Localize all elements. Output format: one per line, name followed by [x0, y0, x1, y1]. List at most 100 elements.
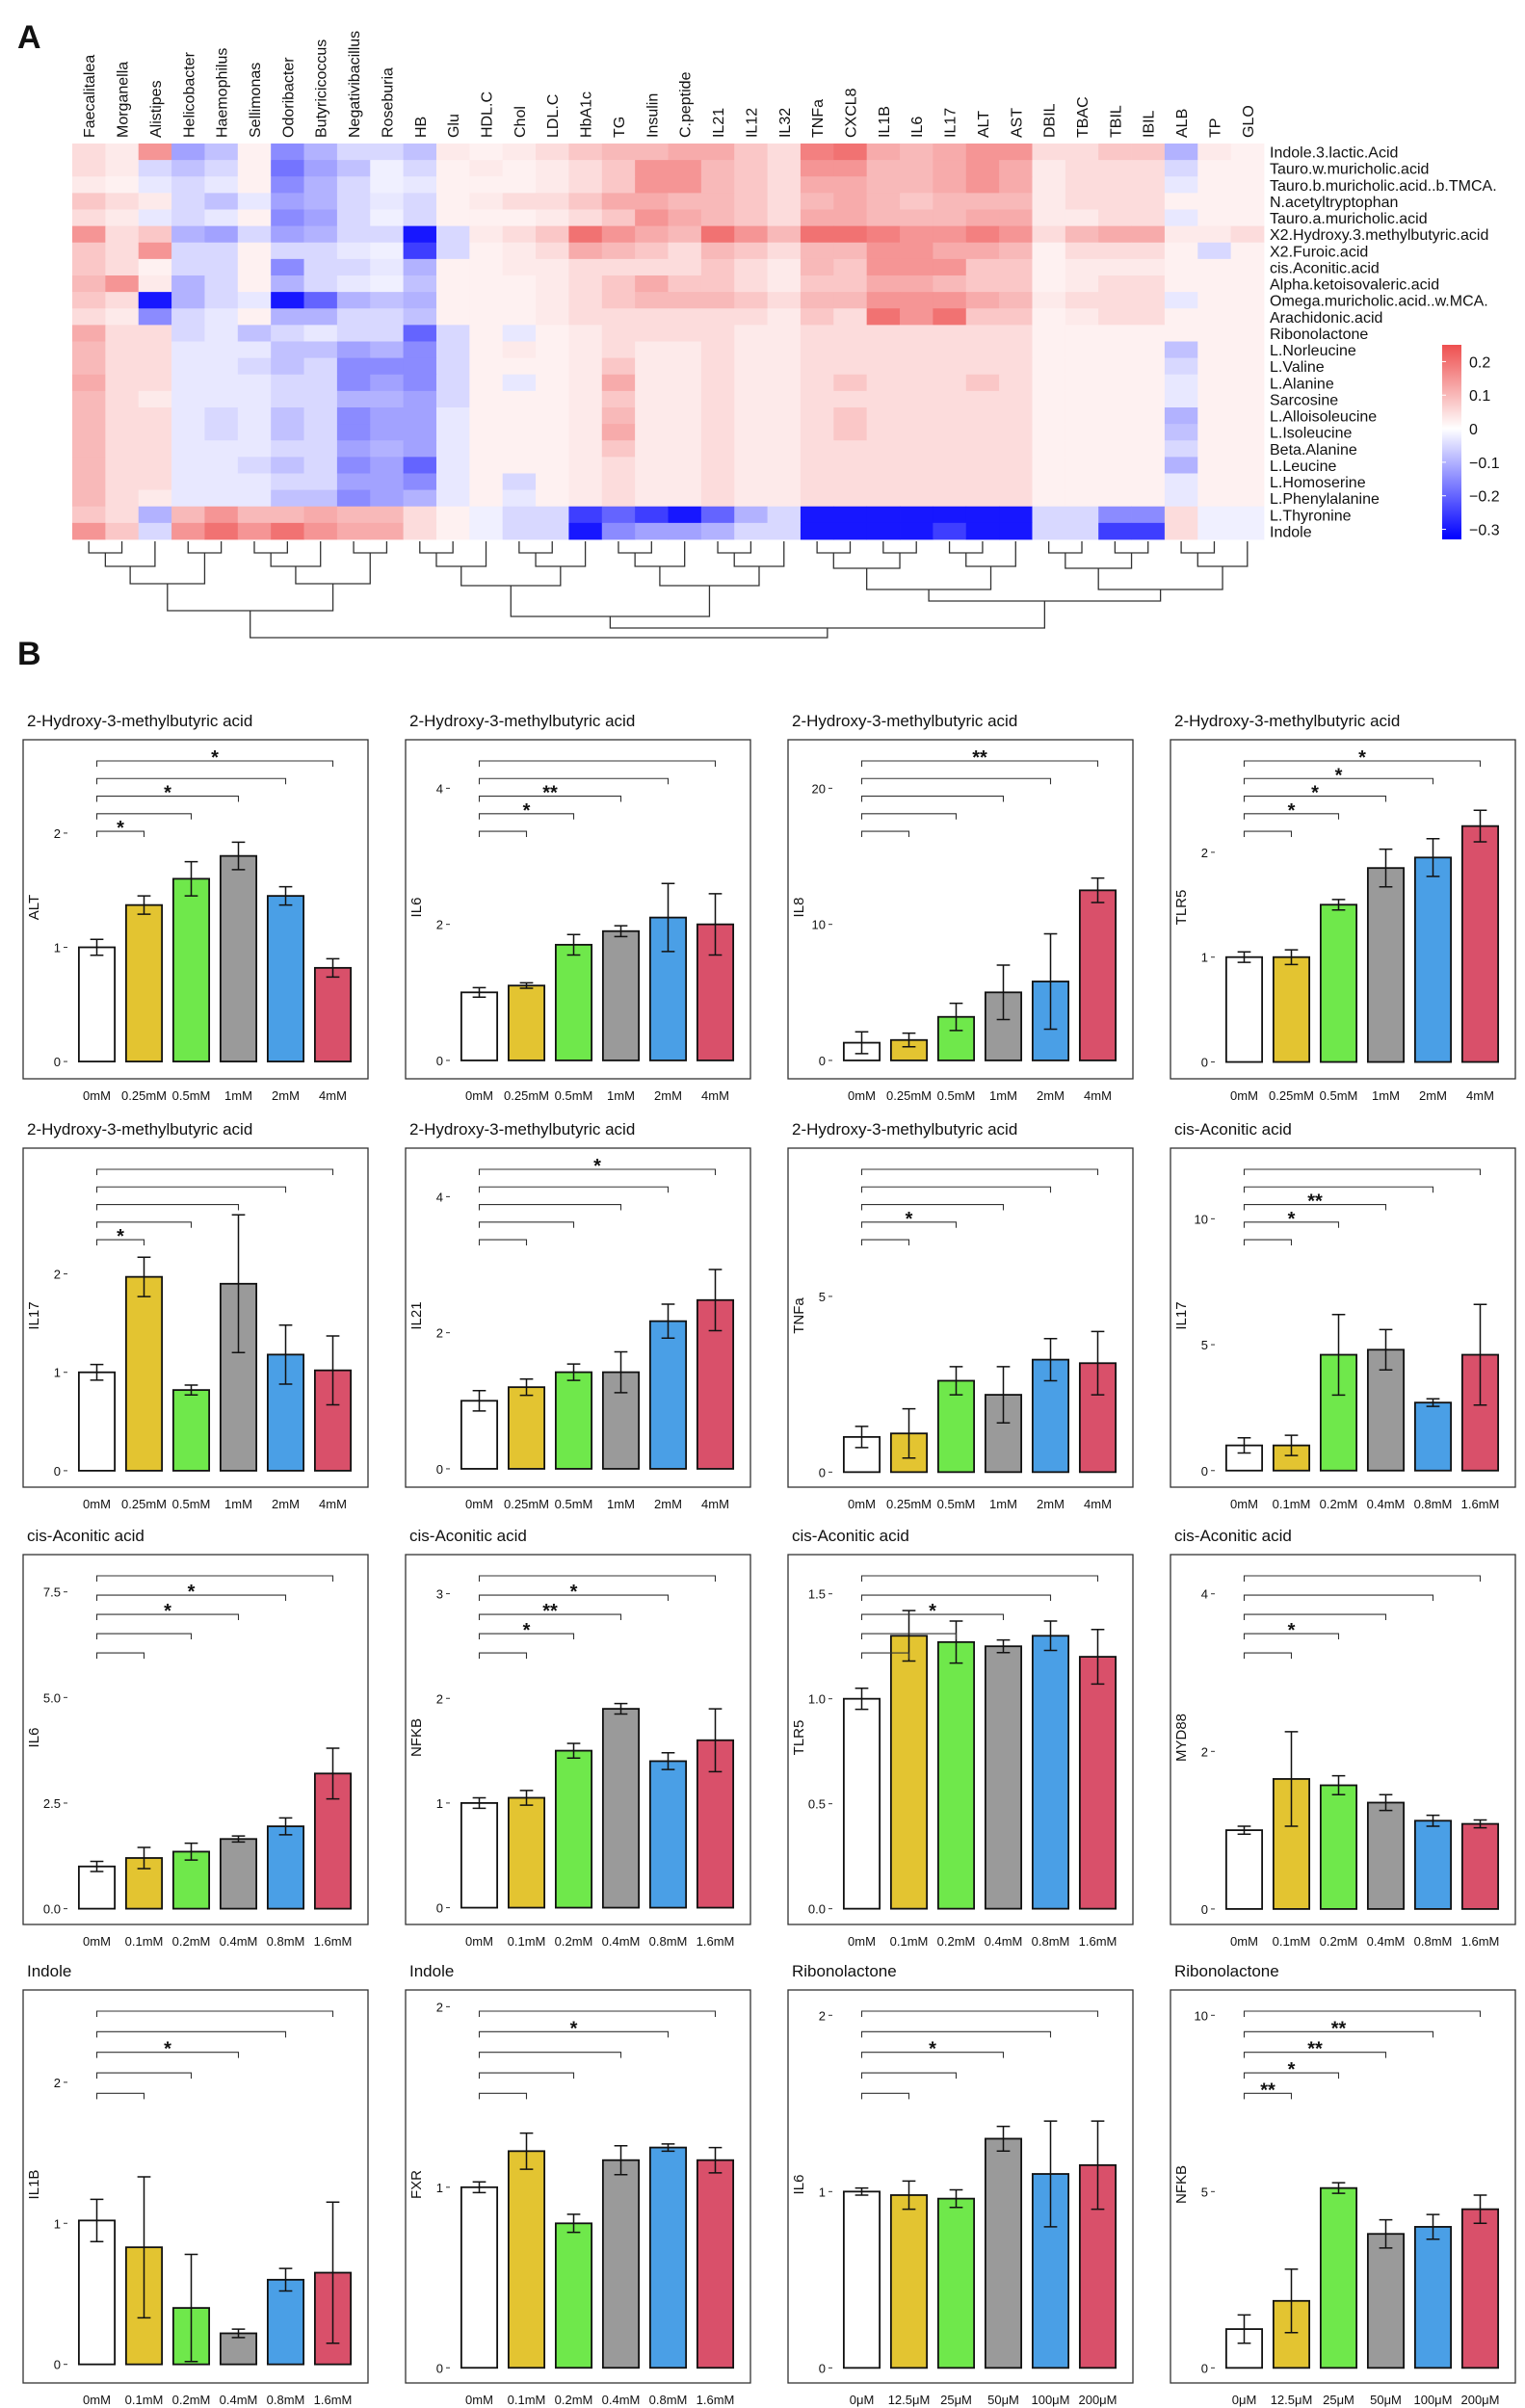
- heatmap-cell: [204, 440, 239, 458]
- row-label: X2.Hydroxy.3.methylbutyric.acid: [1270, 227, 1488, 244]
- heatmap-cell: [965, 292, 1000, 309]
- significance-label: *: [164, 1601, 171, 1622]
- panel-title: Indole: [27, 1962, 71, 1980]
- heatmap-cell: [403, 374, 437, 392]
- bar: [1413, 2226, 1453, 2369]
- bar: [77, 1371, 117, 1472]
- heatmap-cell: [668, 144, 702, 161]
- heatmap-cell: [72, 407, 106, 425]
- heatmap-cell: [138, 292, 172, 309]
- significance-bracket: [478, 1633, 575, 1640]
- significance-bracket: [478, 1575, 717, 1582]
- bar: [889, 2194, 929, 2369]
- x-tick-label: 0.8mM: [649, 2393, 688, 2407]
- heatmap-cell: [1131, 506, 1166, 524]
- heatmap-cell: [833, 357, 868, 376]
- heatmap-cell: [767, 424, 802, 441]
- heatmap-cell: [469, 225, 504, 244]
- error-bar: [231, 2328, 246, 2339]
- heatmap-cell: [734, 209, 768, 227]
- y-tick-label: 5: [819, 1290, 826, 1304]
- x-tick-label: 25μM: [1323, 2393, 1354, 2407]
- heatmap-cell: [435, 522, 470, 540]
- error-bar: [949, 1620, 963, 1664]
- x-tick-label: 0.25mM: [504, 1497, 549, 1511]
- y-tick-label: 2: [819, 2008, 826, 2023]
- heatmap-cell: [370, 225, 405, 244]
- significance-bracket: [860, 1652, 910, 1660]
- x-tick-label: 1.6mM: [697, 2393, 735, 2407]
- heatmap-cell: [965, 424, 1000, 441]
- heatmap-cell: [1197, 407, 1232, 425]
- heatmap-cell: [105, 225, 140, 244]
- bar: [171, 1389, 211, 1472]
- heatmap-cell: [635, 258, 669, 276]
- heatmap-cell: [303, 457, 338, 474]
- heatmap-cell: [171, 325, 205, 342]
- heatmap-cell: [900, 522, 933, 540]
- heatmap-cell: [469, 258, 504, 276]
- error-bar: [1331, 899, 1346, 911]
- heatmap-cell: [336, 275, 371, 293]
- heatmap-cell: [403, 160, 437, 177]
- heatmap-cell: [138, 160, 172, 177]
- heatmap-cell: [171, 225, 205, 244]
- heatmap-cell: [536, 357, 569, 376]
- significance-bracket: [95, 2030, 287, 2038]
- column-label: Chol: [513, 106, 529, 138]
- panel-title: cis-Aconitic acid: [409, 1527, 527, 1545]
- heatmap-cell: [866, 457, 901, 474]
- heatmap-cell: [1131, 144, 1166, 161]
- error-bar: [472, 1389, 486, 1412]
- significance-bracket: [95, 1221, 193, 1228]
- x-tick-label: 0.2mM: [172, 2393, 211, 2407]
- significance-bracket: [95, 1239, 145, 1246]
- significance-bracket: [95, 1186, 287, 1193]
- heatmap-cell: [800, 506, 834, 524]
- heatmap-cell: [1230, 374, 1265, 392]
- heatmap-cell: [700, 258, 735, 276]
- error-bar: [1043, 1337, 1058, 1382]
- heatmap-cell: [204, 209, 239, 227]
- heatmap-cell: [1131, 209, 1166, 227]
- column-label: HDL.C: [480, 92, 496, 138]
- heatmap-cell: [635, 424, 669, 441]
- y-axis-label: IL21: [408, 1301, 425, 1329]
- column-label: ALT: [976, 111, 992, 138]
- heatmap-cell: [833, 209, 868, 227]
- significance-bracket: [1243, 1203, 1387, 1211]
- x-tick-label: 1mM: [989, 1497, 1017, 1511]
- heatmap-cell: [271, 357, 304, 376]
- y-tick-label: 4: [436, 781, 443, 796]
- heatmap-cell: [204, 308, 239, 326]
- error-bar: [1043, 932, 1058, 1031]
- heatmap-cell: [601, 506, 636, 524]
- x-tick-label: 1mM: [607, 1088, 635, 1103]
- heatmap-cell: [1032, 390, 1066, 408]
- bar: [313, 966, 353, 1062]
- column-label: Morganella: [116, 62, 132, 138]
- heatmap-cell: [1032, 193, 1066, 210]
- row-label: Indole: [1270, 524, 1312, 540]
- heatmap-cell: [1230, 258, 1265, 276]
- x-tick-label: 0.5mM: [555, 1088, 593, 1103]
- heatmap-cell: [1065, 407, 1099, 425]
- row-label: L.Phenylalanine: [1270, 491, 1380, 508]
- heatmap-cell: [435, 292, 470, 309]
- x-tick-label: 0mM: [465, 1934, 493, 1949]
- heatmap-cell: [303, 390, 338, 408]
- heatmap-cell: [171, 258, 205, 276]
- x-tick-label: 0μM: [850, 2393, 875, 2407]
- error-bar: [661, 1752, 675, 1770]
- heatmap-cell: [668, 440, 702, 458]
- significance-bracket: [860, 830, 910, 838]
- heatmap-cell: [72, 457, 106, 474]
- heatmap-cell: [204, 522, 239, 540]
- bar: [1078, 889, 1117, 1061]
- heatmap-cell: [767, 357, 802, 376]
- heatmap-cell: [237, 193, 272, 210]
- significance-bracket: [95, 1652, 145, 1660]
- heatmap-cell: [734, 275, 768, 293]
- heatmap-cell: [502, 193, 537, 210]
